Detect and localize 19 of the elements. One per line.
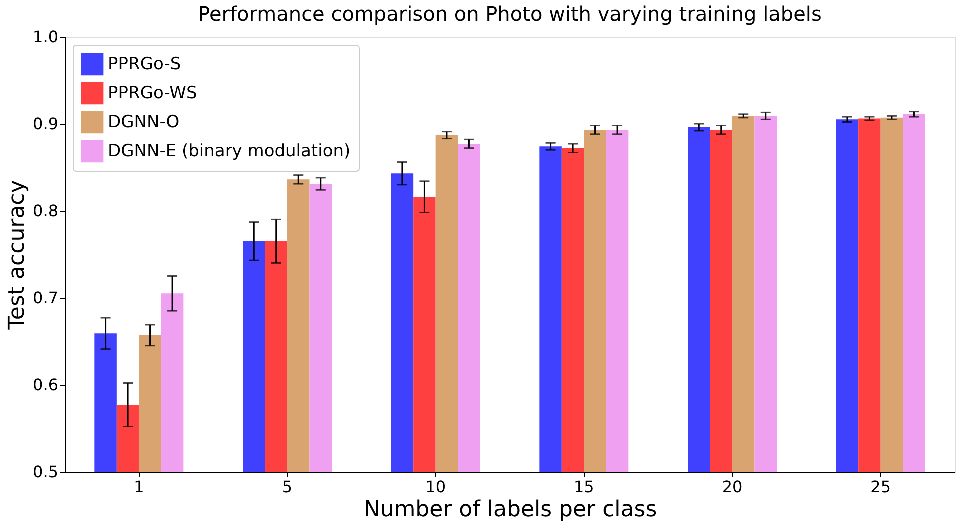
y-tick-label: 0.8 xyxy=(33,202,58,220)
y-tick-label: 1.0 xyxy=(33,28,58,46)
x-tick-label: 1 xyxy=(134,478,144,496)
y-tick-label: 0.9 xyxy=(33,114,58,134)
legend-label: PPRGo-WS xyxy=(108,84,198,104)
legend-label: DGNN-E (binary modulation) xyxy=(108,142,351,162)
x-tick-label: 5 xyxy=(282,478,293,496)
legend-label: DGNN-O xyxy=(108,112,180,132)
y-axis-title: Test accuracy xyxy=(5,180,30,331)
x-tick-label: 20 xyxy=(722,478,743,496)
y-tick-label: 0.7 xyxy=(33,288,58,308)
y-tick-label: 0.6 xyxy=(33,376,58,394)
x-axis-title: Number of labels per class xyxy=(364,498,658,522)
x-tick-label: 25 xyxy=(870,478,892,496)
x-tick-label: 10 xyxy=(426,478,446,496)
x-tick-label: 15 xyxy=(574,478,594,496)
y-tick-label: 0.5 xyxy=(33,462,58,482)
chart-title: Performance comparison on Photo with varying training labels xyxy=(198,2,822,26)
legend-label: PPRGo-S xyxy=(108,54,182,74)
